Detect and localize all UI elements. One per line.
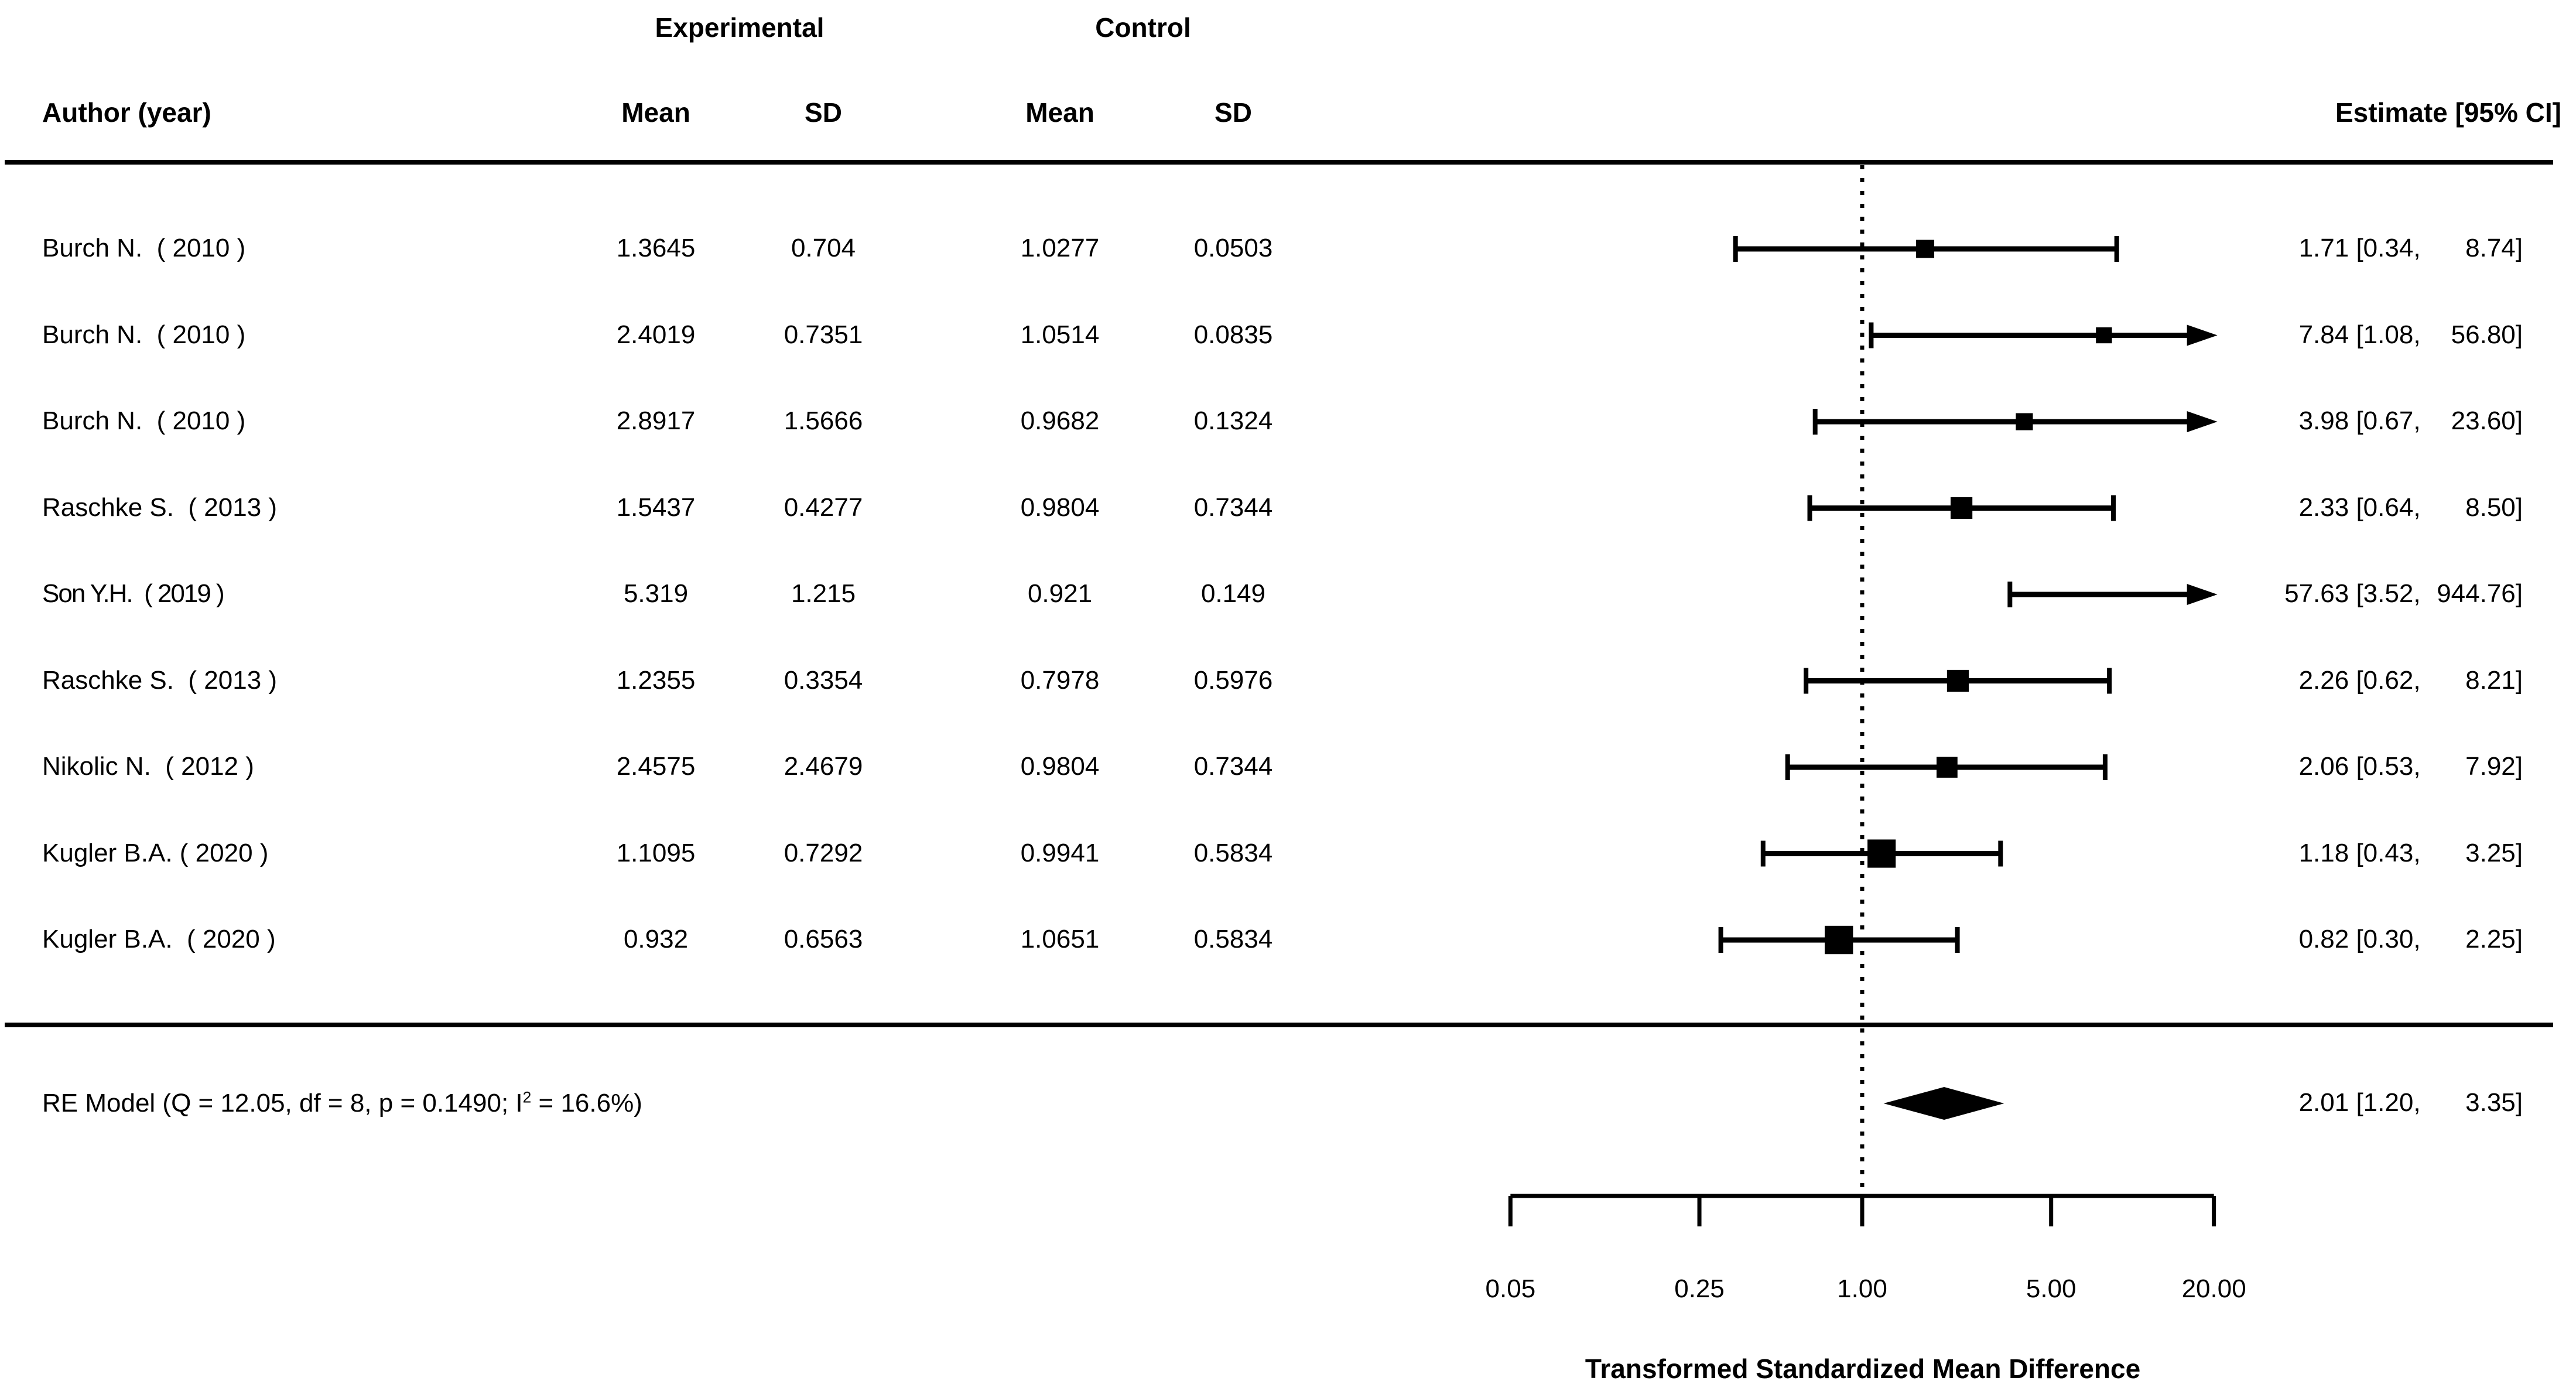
point-estimate-square (1937, 757, 1958, 778)
ctrl-sd-value: 0.149 (1200, 579, 1266, 609)
point-estimate-square (2016, 413, 2033, 430)
estimate-ci-value: 1.18 [0.43, 3.25] (2298, 838, 2523, 867)
ctrl-sd-value: 0.0835 (1193, 320, 1273, 349)
exp-sd-value: 0.4277 (784, 493, 863, 522)
estimate-ci-value: 7.84 [1.08, 56.80] (2298, 320, 2523, 349)
study-author-label: Kugler B.A. ( 2020 ) (42, 925, 276, 954)
study-author-label: Burch N. ( 2010 ) (42, 320, 246, 349)
summary-diamond (1883, 1087, 2004, 1120)
re-model-label-superscript: 2 (522, 1088, 532, 1106)
experimental-group-header: Experimental (655, 12, 825, 43)
estimate-ci-value: 0.82 [0.30, 2.25] (2298, 925, 2523, 954)
x-axis-tick-label: 20.00 (2181, 1274, 2246, 1304)
ctrl-mean-value: 1.0277 (1020, 234, 1100, 263)
exp-mean-value: 2.4575 (616, 752, 696, 781)
estimate-ci-value: 2.06 [0.53, 7.92] (2298, 752, 2523, 781)
estimate-ci-value: 3.98 [0.67, 23.60] (2298, 406, 2523, 436)
x-axis-tick-label: 0.25 (1674, 1274, 1725, 1304)
study-author-label: Kugler B.A. ( 2020 ) (42, 838, 269, 867)
ctrl-mean-value: 0.7978 (1020, 665, 1100, 695)
exp-sd-value: 0.704 (791, 234, 856, 263)
exp-sd-value: 0.6563 (784, 925, 863, 954)
estimate-ci-value: 57.63 [3.52, 944.76] (2284, 579, 2523, 609)
summary-estimate-ci-value: 2.01 [1.20, 3.35] (2298, 1088, 2523, 1117)
study-author-label: Raschke S. ( 2013 ) (42, 493, 278, 522)
exp-sd-value: 1.215 (791, 579, 856, 609)
point-estimate-square (1867, 839, 1896, 868)
exp-sd-value: 2.4679 (784, 752, 863, 781)
point-estimate-square (1946, 669, 1969, 692)
exp-mean-value: 1.2355 (616, 665, 696, 695)
ctrl-mean-value: 1.0514 (1020, 320, 1100, 349)
study-author-label: Son Y.H. ( 2019 ) (42, 579, 225, 609)
exp-sd-value: 0.7351 (784, 320, 863, 349)
estimate-ci-value: 1.71 [0.34, 8.74] (2298, 234, 2523, 263)
control-group-header: Control (1095, 12, 1191, 43)
study-author-label: Burch N. ( 2010 ) (42, 234, 246, 263)
ctrl-sd-value: 0.7344 (1193, 752, 1273, 781)
estimate-column-header: Estimate [95% CI] (2335, 97, 2561, 128)
author-column-header: Author (year) (42, 97, 211, 128)
ctrl-mean-value: 0.9804 (1020, 493, 1100, 522)
ctrl-sd-value: 0.5834 (1193, 838, 1273, 867)
exp-mean-column-header: Mean (621, 97, 690, 128)
exp-mean-value: 1.3645 (616, 234, 696, 263)
ctrl-mean-value: 0.9941 (1020, 838, 1100, 867)
ctrl-mean-value: 0.921 (1027, 579, 1093, 609)
study-author-label: Nikolic N. ( 2012 ) (42, 752, 254, 781)
ctrl-sd-value: 0.5834 (1193, 925, 1273, 954)
ctrl-sd-value: 0.0503 (1193, 234, 1273, 263)
study-author-label: Burch N. ( 2010 ) (42, 406, 246, 436)
ctrl-mean-value: 0.9682 (1020, 406, 1100, 436)
point-estimate-square (2096, 327, 2112, 344)
ctrl-sd-column-header: SD (1215, 97, 1252, 128)
ci-arrow-right (2187, 324, 2218, 346)
ci-arrow-right (2187, 584, 2218, 605)
exp-sd-value: 0.3354 (784, 665, 863, 695)
exp-sd-value: 0.7292 (784, 838, 863, 867)
summary-divider (5, 1023, 2553, 1027)
ctrl-mean-column-header: Mean (1025, 97, 1094, 128)
ctrl-mean-value: 1.0651 (1020, 925, 1100, 954)
x-axis-tick-label: 1.00 (1837, 1274, 1887, 1304)
re-model-label: RE Model (Q = 12.05, df = 8, p = 0.1490;… (42, 1088, 642, 1117)
study-author-label: Raschke S. ( 2013 ) (42, 665, 278, 695)
x-axis-title: Transformed Standardized Mean Difference (1585, 1353, 2141, 1385)
exp-mean-value: 0.932 (623, 925, 689, 954)
exp-mean-value: 2.8917 (616, 406, 696, 436)
point-estimate-square (1916, 240, 1935, 258)
exp-mean-value: 1.1095 (616, 838, 696, 867)
ctrl-sd-value: 0.5976 (1193, 665, 1273, 695)
exp-mean-value: 1.5437 (616, 493, 696, 522)
estimate-ci-value: 2.26 [0.62, 8.21] (2298, 665, 2523, 695)
point-estimate-square (1825, 925, 1853, 955)
point-estimate-square (1950, 497, 1973, 519)
x-axis-tick-label: 5.00 (2026, 1274, 2076, 1304)
exp-mean-value: 5.319 (623, 579, 689, 609)
header-divider (5, 160, 2553, 165)
x-axis-tick-label: 0.05 (1485, 1274, 1536, 1304)
exp-sd-column-header: SD (805, 97, 842, 128)
ctrl-mean-value: 0.9804 (1020, 752, 1100, 781)
ctrl-sd-value: 0.7344 (1193, 493, 1273, 522)
ctrl-sd-value: 0.1324 (1193, 406, 1273, 436)
exp-mean-value: 2.4019 (616, 320, 696, 349)
estimate-ci-value: 2.33 [0.64, 8.50] (2298, 493, 2523, 522)
exp-sd-value: 1.5666 (784, 406, 863, 436)
ci-arrow-right (2187, 411, 2218, 432)
